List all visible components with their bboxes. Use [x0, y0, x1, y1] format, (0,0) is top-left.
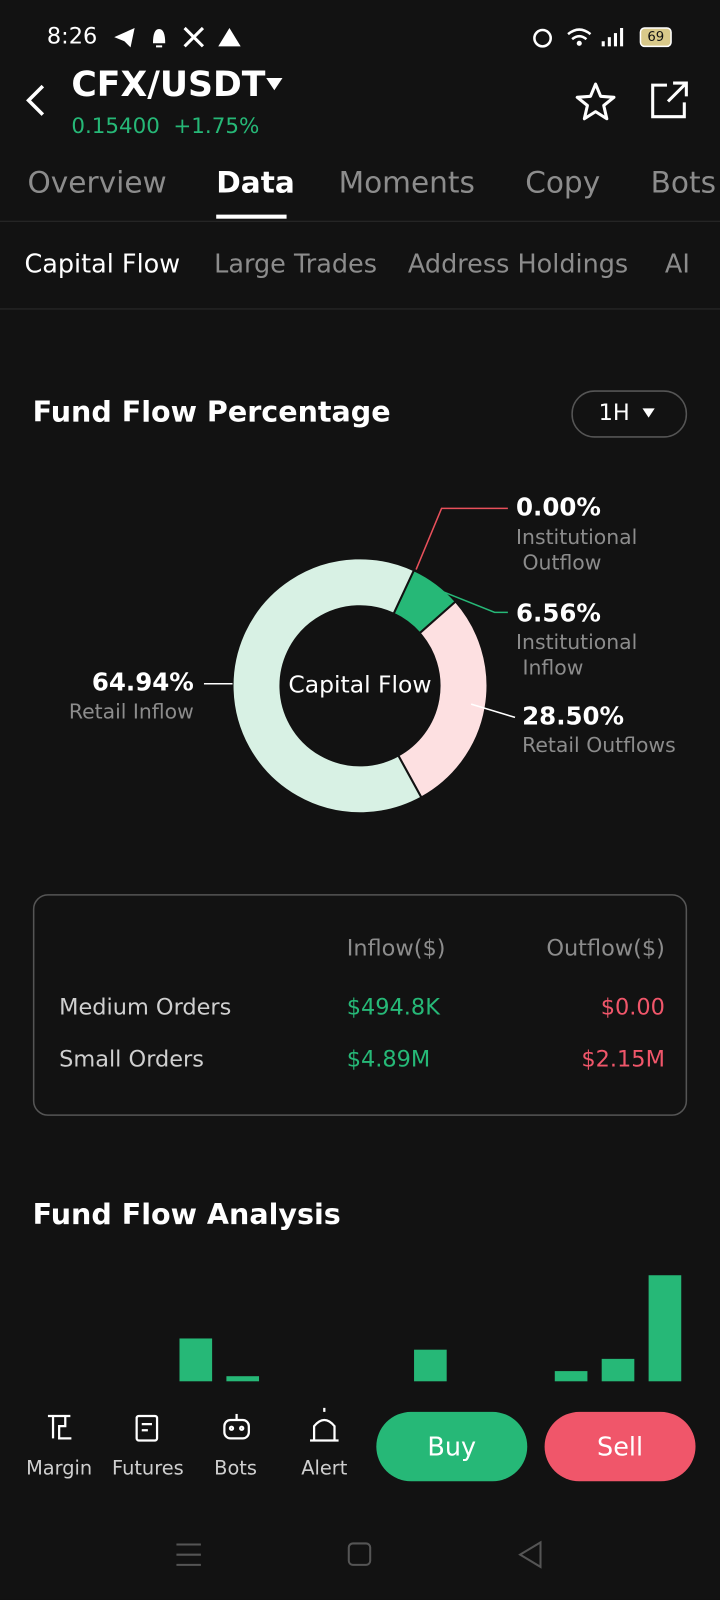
- battery-level: 69: [647, 30, 664, 45]
- tab[interactable]: Copy: [525, 166, 600, 200]
- bar: [179, 1338, 213, 1382]
- price-change: +1.75%: [173, 114, 259, 139]
- favorite-button[interactable]: [575, 82, 616, 121]
- nav-icons: [47, 1407, 339, 1442]
- nav-item[interactable]: Alert: [301, 1457, 347, 1480]
- buy-button[interactable]: [376, 1411, 528, 1482]
- bar: [601, 1358, 635, 1382]
- tab-indicator: [216, 214, 287, 219]
- pair-name[interactable]: CFX/USDT: [71, 65, 265, 105]
- back-button[interactable]: [26, 84, 45, 116]
- sell-button[interactable]: [544, 1411, 696, 1482]
- bar: [648, 1275, 682, 1382]
- row-label: Medium Orders: [59, 995, 231, 1021]
- section-title: Fund Flow Analysis: [33, 1197, 341, 1231]
- section-title: Fund Flow Percentage: [33, 394, 391, 428]
- sell-label[interactable]: Sell: [597, 1433, 643, 1463]
- inflow-value: $494.8K: [347, 995, 441, 1021]
- nav-item[interactable]: Bots: [214, 1457, 257, 1480]
- pair-dropdown[interactable]: [266, 77, 283, 91]
- status-time: 8:26: [47, 24, 97, 50]
- slice-label: Institutional Outflow: [516, 525, 637, 574]
- slice-value: 6.56%: [516, 598, 601, 627]
- bar: [414, 1349, 447, 1382]
- tab[interactable]: Bots: [651, 166, 716, 200]
- period-selector[interactable]: [571, 390, 688, 438]
- sub-tab[interactable]: Address Holdings: [408, 250, 628, 280]
- slice-label: Retail Inflow: [69, 699, 194, 723]
- tab[interactable]: Moments: [339, 166, 475, 200]
- outflow-value: $2.15M: [581, 1047, 665, 1073]
- nav-item[interactable]: Margin: [26, 1457, 92, 1480]
- sub-tab[interactable]: Large Trades: [214, 250, 377, 280]
- table-header: Outflow($): [546, 935, 665, 961]
- bar: [226, 1376, 260, 1382]
- status-icons: [114, 26, 624, 48]
- tab[interactable]: Overview: [28, 166, 167, 200]
- outflow-value: $0.00: [601, 995, 665, 1021]
- sub-tab-active[interactable]: Capital Flow: [24, 250, 180, 280]
- inflow-value: $4.89M: [347, 1047, 431, 1073]
- bar-chart: [179, 1275, 682, 1382]
- donut-slice: [396, 600, 489, 799]
- period[interactable]: 1H: [599, 400, 630, 426]
- donut-chart: [231, 557, 489, 815]
- row-label: Small Orders: [59, 1047, 204, 1073]
- donut-slice: [231, 557, 423, 815]
- bar: [554, 1371, 588, 1382]
- slice-value: 0.00%: [516, 492, 601, 521]
- buy-label[interactable]: Buy: [427, 1433, 476, 1463]
- slice-value: 28.50%: [522, 701, 624, 730]
- tab-active[interactable]: Data: [216, 166, 295, 200]
- battery: [639, 27, 672, 48]
- sub-tab[interactable]: AI: [665, 250, 690, 280]
- flow-table: [32, 894, 688, 1116]
- system-nav: [176, 1540, 542, 1569]
- donut-center-label: Capital Flow: [288, 670, 431, 698]
- slice-label: Institutional Inflow: [516, 630, 637, 679]
- slice-value: 64.94%: [92, 668, 194, 697]
- slice-label: Retail Outflows: [522, 733, 676, 757]
- leader-lines: [203, 507, 516, 719]
- share-button[interactable]: [651, 81, 688, 119]
- price: 0.15400: [71, 114, 160, 139]
- nav-item[interactable]: Futures: [112, 1457, 184, 1480]
- divider: [0, 220, 720, 222]
- period-dropdown: [642, 408, 655, 418]
- table-header: Inflow($): [347, 935, 446, 961]
- divider: [0, 308, 720, 310]
